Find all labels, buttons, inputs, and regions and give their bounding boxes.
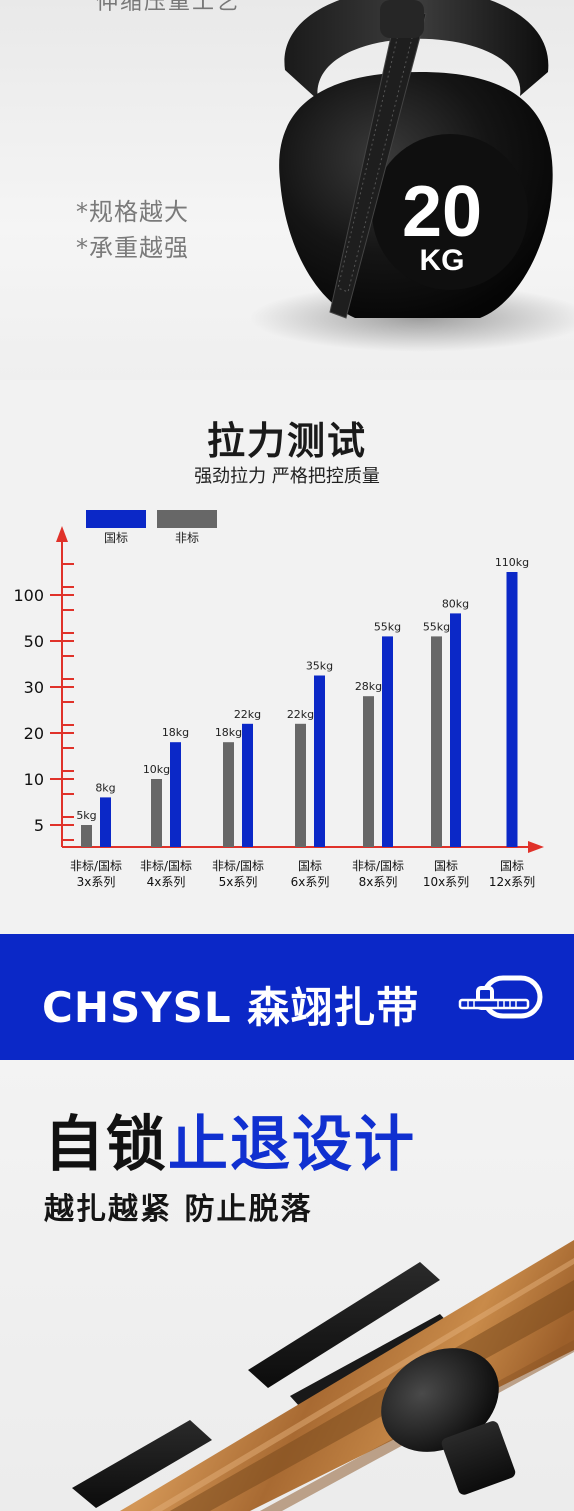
bar-label-nonstandard: 18kg — [215, 726, 242, 739]
y-tick-label: 50 — [24, 632, 44, 651]
bar-nonstandard — [223, 742, 234, 847]
kettlebell-unit: KG — [420, 244, 465, 277]
bar-nonstandard — [295, 723, 306, 847]
x-category-label-top: 非标/国标 — [352, 859, 404, 873]
brand-banner: CHSYSL 森翊扎带 — [0, 934, 574, 1060]
pull-test-section: 拉力测试 强劲拉力 严格把控质量 国标 非标 5 10 20 30 50 100 5kg 8… — [0, 380, 574, 934]
bar-label-national: 110kg — [495, 556, 529, 569]
bar-label-nonstandard: 28kg — [355, 680, 382, 693]
bar-national — [242, 723, 253, 847]
x-category-label-top: 国标 — [434, 859, 458, 873]
bar-national — [100, 797, 111, 847]
y-axis-arrow — [56, 526, 68, 542]
legend-label-nonstandard: 非标 — [175, 531, 199, 545]
x-category-label-bottom: 6x系列 — [291, 875, 330, 889]
x-category-label-top: 非标/国标 — [212, 859, 264, 873]
bar-label-nonstandard: 55kg — [423, 620, 450, 633]
y-tick-label: 100 — [13, 586, 44, 605]
hero-note-load: *承重越强 — [76, 234, 189, 262]
x-category-label-bottom: 8x系列 — [359, 875, 398, 889]
kettlebell-illustration: 20 KG — [250, 0, 574, 352]
pull-test-title: 拉力测试 — [206, 419, 367, 463]
bar-national — [382, 636, 393, 847]
legend-swatch-national — [86, 510, 146, 528]
bar-nonstandard — [81, 825, 92, 847]
bar-label-national: 18kg — [162, 726, 189, 739]
wood-plank-tie-illustration — [72, 1240, 574, 1511]
x-category-label-top: 国标 — [298, 859, 322, 873]
x-category-label-top: 非标/国标 — [70, 859, 122, 873]
self-lock-subtitle: 越扎越紧 防止脱落 — [44, 1192, 313, 1227]
cable-tie-strap — [329, 0, 427, 319]
kettlebell-number: 20 — [402, 172, 482, 252]
bar-label-national: 22kg — [234, 708, 261, 721]
x-axis-arrow — [528, 841, 544, 853]
bar-label-nonstandard: 10kg — [143, 763, 170, 776]
legend-swatch-nonstandard — [157, 510, 217, 528]
bar-nonstandard — [363, 696, 374, 847]
bar-label-nonstandard: 22kg — [287, 708, 314, 721]
x-category-label-bottom: 4x系列 — [147, 875, 186, 889]
kettlebell-hero: 伸缩压重工艺 *规格越大 *承重越强 20 KG — [0, 0, 574, 380]
self-lock-title: 自锁止退设计 — [44, 1096, 416, 1183]
y-tick-label: 10 — [24, 770, 44, 789]
pull-test-subtitle: 强劲拉力 严格把控质量 — [194, 466, 380, 487]
y-tick-label: 5 — [34, 816, 44, 835]
pull-test-chart: 国标 非标 5 10 20 30 50 100 5kg 8kg 10kg 18kg 18kg 22k… — [13, 510, 544, 889]
x-category-label-bottom: 12x系列 — [489, 875, 535, 889]
self-lock-title-blue: 止退设计 — [168, 1110, 416, 1180]
x-category-label-top: 国标 — [500, 859, 524, 873]
bar-label-national: 55kg — [374, 620, 401, 633]
legend-label-national: 国标 — [104, 531, 128, 545]
x-category-label-bottom: 10x系列 — [423, 875, 469, 889]
brand-banner-text: CHSYSL 森翊扎带 — [42, 983, 420, 1032]
bar-national — [170, 742, 181, 847]
x-category-label-bottom: 3x系列 — [77, 875, 116, 889]
bar-label-nonstandard: 5kg — [76, 809, 96, 822]
self-lock-section: 自锁止退设计 越扎越紧 防止脱落 — [0, 1060, 574, 1511]
bar-label-national: 8kg — [95, 781, 115, 794]
self-lock-title-black: 自锁 — [44, 1110, 168, 1180]
bar-national — [450, 613, 461, 847]
y-tick-label: 30 — [24, 678, 44, 697]
hero-note-size: *规格越大 — [76, 198, 189, 226]
hero-top-text: 伸缩压重工艺 — [96, 0, 241, 15]
y-tick-label: 20 — [24, 724, 44, 743]
bar-label-national: 80kg — [442, 597, 469, 610]
bar-nonstandard — [151, 779, 162, 847]
bar-label-national: 35kg — [306, 660, 333, 673]
x-category-label-bottom: 5x系列 — [219, 875, 258, 889]
bar-nonstandard — [431, 636, 442, 847]
cable-tie-icon — [458, 975, 543, 1019]
x-category-label-top: 非标/国标 — [140, 859, 192, 873]
bar-national — [506, 572, 518, 847]
bar-national — [314, 675, 325, 847]
